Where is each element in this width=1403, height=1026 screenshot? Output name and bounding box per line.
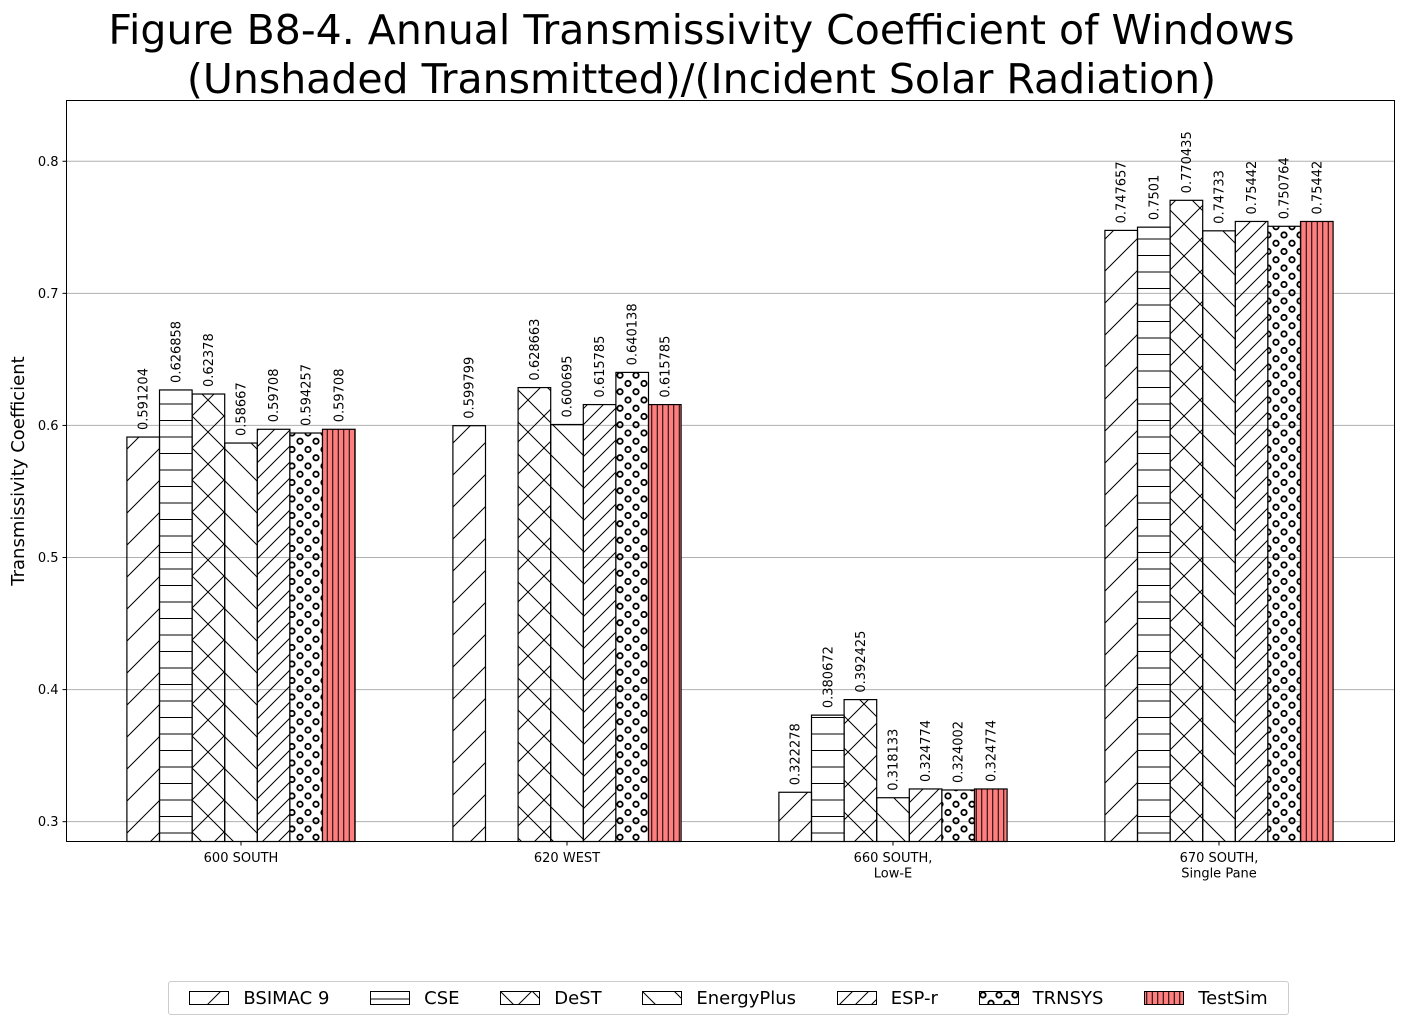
chart-subtitle: (Unshaded Transmitted)/(Incident Solar R… [186,55,1217,103]
data-label: 0.74733 [1213,170,1228,224]
legend-item: TestSim [1144,987,1268,1009]
legend-item: DeST [500,987,602,1009]
bar [1104,229,1139,843]
data-label: 0.750764 [1278,157,1293,219]
y-tick-label: 0.3 [38,815,59,830]
legend-swatch [370,991,411,1005]
data-label: 0.75442 [1245,161,1260,215]
bar [778,791,813,843]
bar [843,699,878,843]
data-label: 0.747657 [1115,161,1130,223]
legend-swatch [836,991,877,1005]
data-label: 0.628663 [528,319,543,381]
bar [941,789,976,843]
legend-label: ESP-r [890,987,938,1009]
legend-swatch [978,991,1019,1005]
legend-item: CSE [370,987,460,1009]
data-label: 0.594257 [300,364,315,426]
y-tick-label: 0.8 [38,155,59,170]
bar [1202,230,1236,843]
data-label: 0.324002 [952,721,967,783]
bar [256,428,291,843]
bar [550,423,584,843]
x-tick-label: 600 SOUTH [204,851,279,866]
bar [452,425,487,843]
legend-item: TRNSYS [978,987,1104,1009]
plot-area [66,100,1395,842]
data-label: 0.59708 [267,369,282,423]
data-label: 0.380672 [821,646,836,708]
bar [908,788,943,843]
data-label: 0.324774 [984,720,999,782]
data-label: 0.615785 [658,336,673,398]
legend-label: BSIMAC 9 [243,987,330,1009]
data-label: 0.640138 [626,303,641,365]
data-label: 0.626858 [169,321,184,383]
bar [321,428,356,843]
y-axis-label: Transmissivity Coefficient [8,356,29,586]
data-label: 0.770435 [1180,131,1195,193]
bar [582,403,617,843]
legend-swatch [189,991,230,1005]
bar [973,788,1008,843]
y-tick-label: 0.6 [38,419,59,434]
data-label: 0.322278 [789,723,804,785]
data-label: 0.62378 [202,333,217,387]
bar [810,714,845,843]
bar [1299,220,1334,843]
bar [1234,220,1269,843]
y-tick-label: 0.5 [38,551,59,566]
data-label: 0.591204 [137,368,152,430]
data-label: 0.59708 [332,369,347,423]
data-label: 0.615785 [593,336,608,398]
x-tick-label: Single Pane [1181,867,1257,882]
legend-item: EnergyPlus [642,988,796,1009]
bar [1267,225,1302,843]
data-label: 0.75442 [1310,161,1325,215]
data-label: 0.318133 [887,729,902,791]
bar [191,393,226,843]
legend-swatch [1144,991,1185,1005]
legend-label: EnergyPlus [696,987,797,1009]
bar [647,403,682,843]
legend-item: ESP-r [836,987,938,1009]
bar [615,371,650,843]
bar [224,442,258,843]
data-label: 0.392425 [854,631,869,693]
data-label: 0.600695 [561,355,576,417]
bar [158,389,193,843]
data-label: 0.7501 [1147,175,1162,221]
data-label: 0.599799 [463,357,478,419]
bar [517,386,552,843]
legend-label: DeST [554,987,602,1009]
legend-swatch [642,991,683,1005]
bar [1169,199,1204,843]
bar [126,436,161,843]
legend: BSIMAC 9 CSE DeST EnergyPlus ESP-r TRNSYS Test… [168,981,1289,1015]
legend-swatch [500,991,541,1005]
bar [876,797,910,843]
data-label: 0.58667 [235,382,250,436]
bar [1136,226,1171,843]
y-tick-label: 0.4 [38,683,59,698]
y-tick-label: 0.7 [38,287,59,302]
x-tick-label: 620 WEST [534,851,600,866]
x-tick-label: Low-E [874,867,913,882]
chart-title: Figure B8-4. Annual Transmissivity Coeff… [108,6,1295,54]
x-tick-label: 670 SOUTH, [1180,851,1259,866]
legend-item: BSIMAC 9 [189,988,329,1009]
legend-label: TestSim [1198,987,1268,1009]
bar [289,432,324,843]
legend-label: TRNSYS [1032,987,1104,1009]
x-tick-label: 660 SOUTH, [854,851,933,866]
data-label: 0.324774 [919,720,934,782]
legend-label: CSE [424,987,460,1009]
